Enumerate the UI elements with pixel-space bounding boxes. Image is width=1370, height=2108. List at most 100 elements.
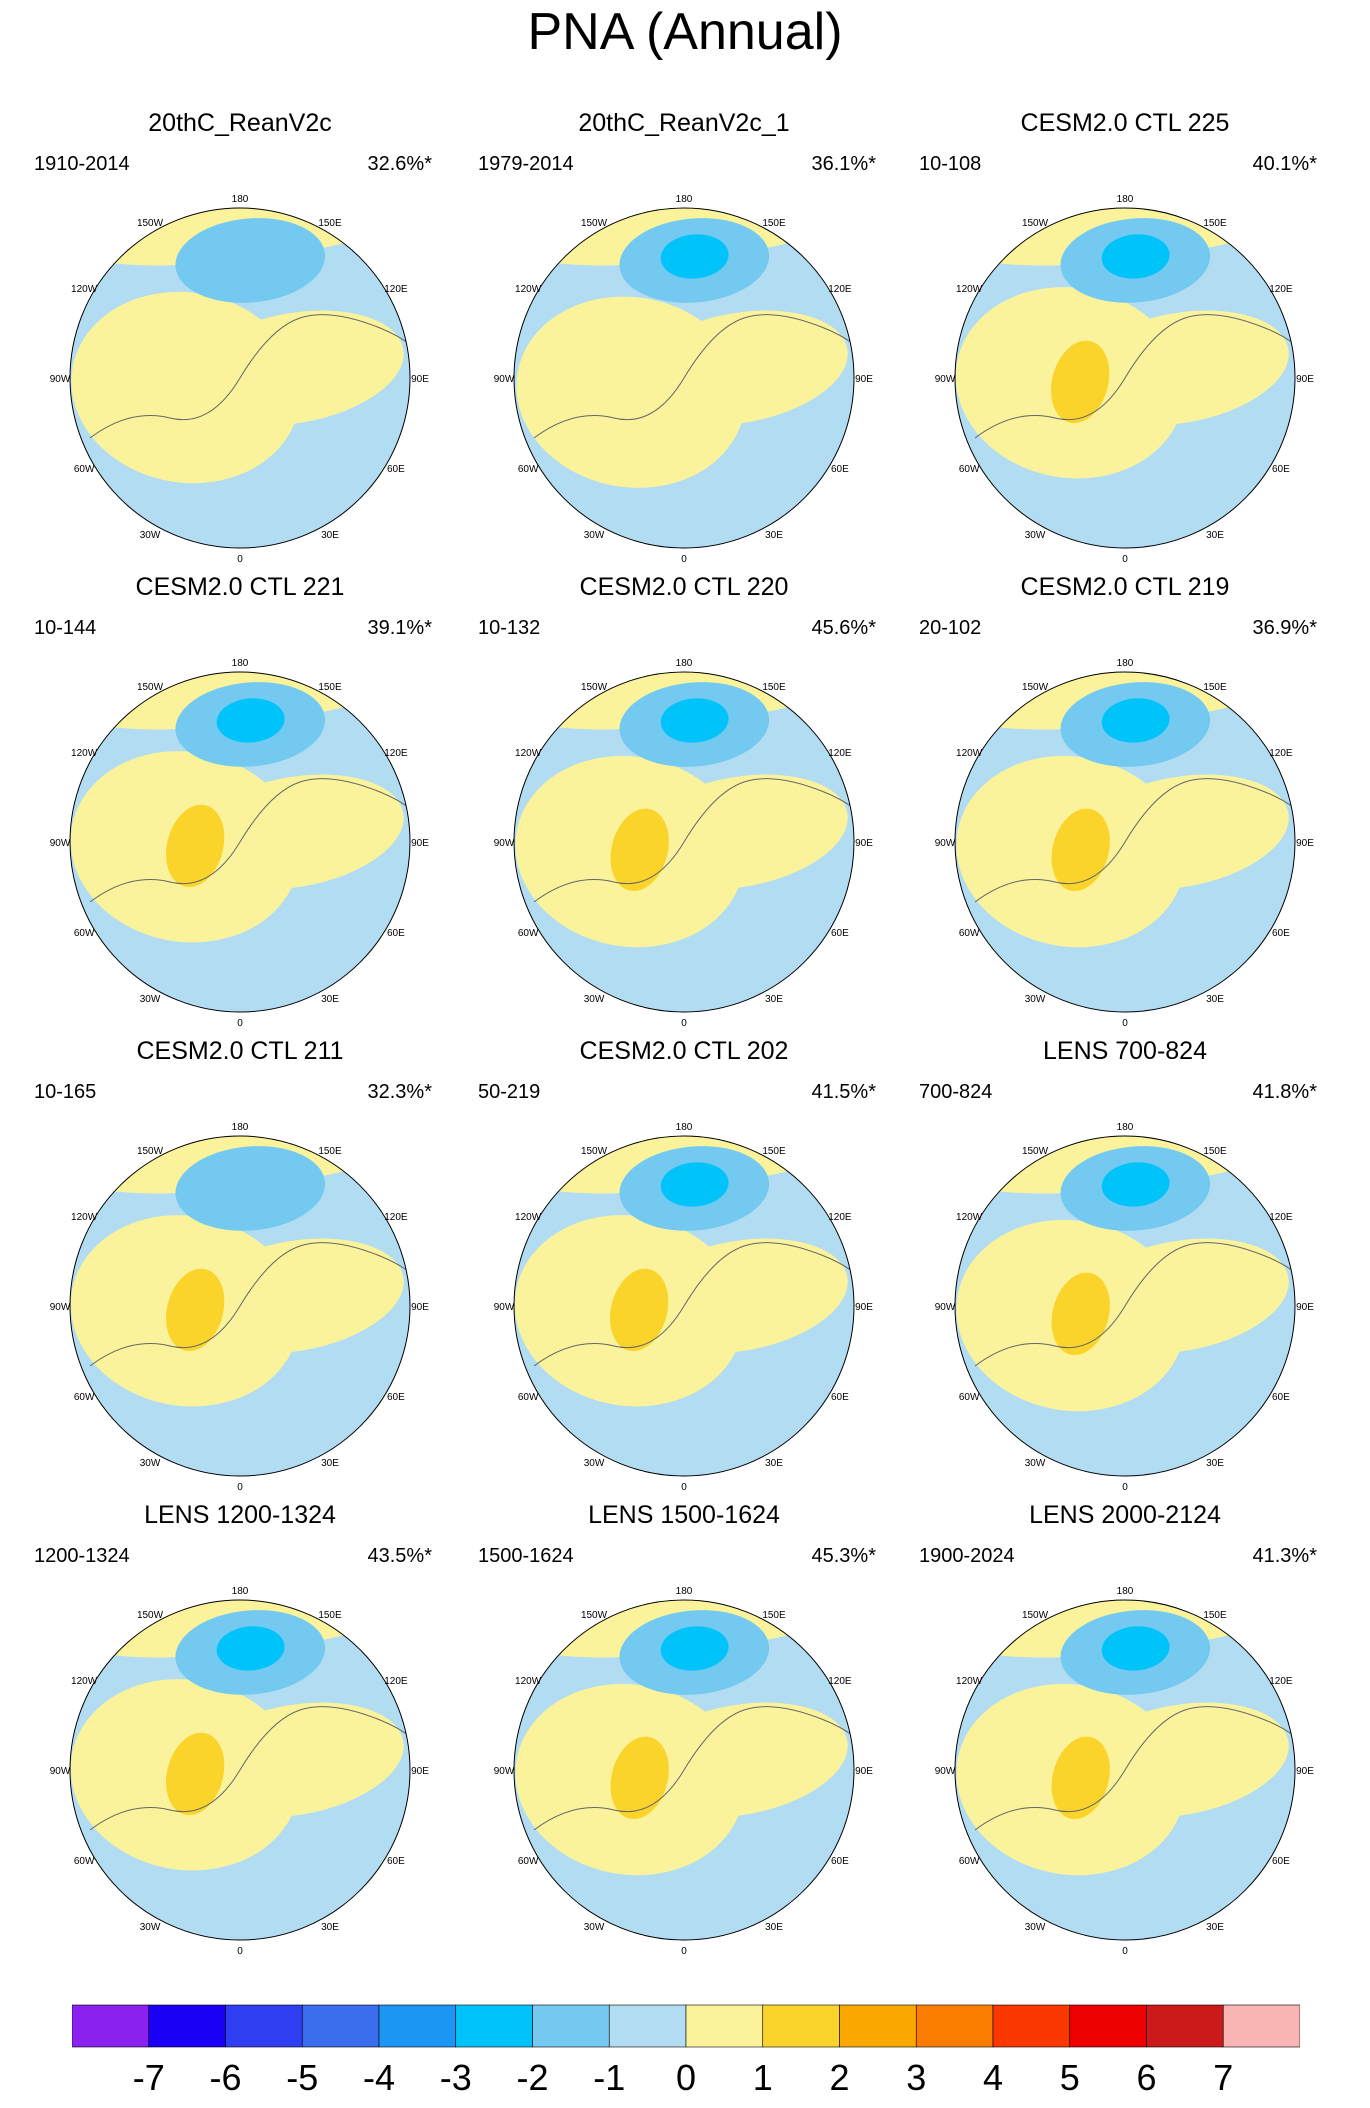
colorbar-box — [301, 2004, 380, 2048]
lon-label: 0 — [237, 1946, 243, 1957]
map-panel: CESM2.0 CTL 220 10-132 45.6%* 180 150E 120E 90… — [474, 572, 894, 1042]
lon-label: 180 — [232, 194, 249, 205]
lon-label: 60E — [1272, 1856, 1290, 1867]
lon-label: 90E — [411, 838, 429, 849]
panel-variance: 41.5%* — [811, 1081, 877, 1103]
negative-region — [175, 218, 326, 303]
panel-period: 10-144 — [34, 617, 97, 639]
colorbar-box — [685, 2004, 764, 2048]
panel-variance: 36.9%* — [1252, 617, 1318, 639]
panel-title: 20thC_ReanV2c_1 — [578, 109, 790, 137]
lon-label: 90W — [494, 1302, 515, 1313]
coastline — [974, 1706, 1295, 1831]
panel-variance: 32.3%* — [367, 1081, 433, 1103]
lon-label: 60W — [959, 928, 980, 939]
lon-label: 180 — [676, 1122, 693, 1133]
lon-label: 30E — [765, 530, 783, 541]
lon-label: 30W — [1025, 530, 1046, 541]
lon-label: 60W — [74, 464, 95, 475]
polar-map: 180 150E 120E 90E 60E 30E 0 30W 60W 90W 120W 150W — [494, 1122, 874, 1493]
positive-core — [166, 1268, 225, 1352]
lon-label: 180 — [676, 1586, 693, 1597]
panel-title: CESM2.0 CTL 211 — [136, 1037, 344, 1065]
coastline — [89, 314, 410, 439]
panel-title: CESM2.0 CTL 225 — [1020, 109, 1230, 137]
colorbar-box — [1222, 2004, 1301, 2048]
lon-label: 120W — [71, 1676, 98, 1687]
positive-region-east — [630, 774, 848, 890]
lon-label: 60E — [387, 1856, 405, 1867]
lon-label: 90E — [1296, 1302, 1314, 1313]
lon-label: 120E — [384, 1212, 408, 1223]
colorbar-box — [71, 2004, 150, 2048]
lon-label: 120W — [956, 748, 983, 759]
colorbar-box — [839, 2004, 917, 2048]
lon-label: 180 — [676, 658, 693, 669]
coastline — [533, 1242, 854, 1367]
panel-period: 10-132 — [478, 617, 541, 639]
coastline — [533, 1706, 854, 1831]
positive-region-east — [186, 310, 404, 426]
lon-label: 60E — [387, 464, 405, 475]
polar-map: 180 150E 120E 90E 60E 30E 0 30W 60W 90W 120W 150W — [935, 194, 1315, 565]
lon-label: 60W — [518, 1856, 539, 1867]
positive-region-east — [186, 1702, 404, 1818]
colorbar-box — [148, 2004, 226, 2048]
lon-label: 60E — [387, 1392, 405, 1403]
panel-title: CESM2.0 CTL 220 — [579, 573, 789, 601]
positive-core — [1051, 340, 1110, 424]
map-border — [69, 207, 411, 549]
negative-core — [660, 1162, 729, 1207]
positive-region-east — [630, 1702, 848, 1818]
colorbar-box — [992, 2004, 1071, 2048]
polar-map: 180 150E 120E 90E 60E 30E 0 30W 60W 90W 120W 150W — [494, 194, 874, 565]
lon-label: 150E — [318, 1610, 342, 1621]
lon-label: 30E — [321, 530, 339, 541]
panel-variance: 43.5%* — [367, 1545, 433, 1567]
map-border — [954, 671, 1296, 1013]
lon-label: 150W — [581, 1146, 608, 1157]
lon-label: 60W — [959, 464, 980, 475]
lon-label: 120E — [384, 748, 408, 759]
lon-label: 150W — [1022, 218, 1049, 229]
colorbar-box — [225, 2004, 303, 2048]
lon-label: 60W — [518, 464, 539, 475]
panel-title: CESM2.0 CTL 202 — [579, 1037, 789, 1065]
map-border — [954, 1135, 1296, 1477]
map-panel: LENS 700-824 700-824 41.8%* 180 150E 120E 90E 6… — [915, 1036, 1335, 1506]
positive-core — [610, 808, 669, 892]
lon-label: 120W — [71, 1212, 98, 1223]
lon-label: 150W — [137, 1610, 164, 1621]
colorbar-box — [1146, 2004, 1224, 2048]
lon-label: 60E — [1272, 928, 1290, 939]
lon-label: 30W — [1025, 1458, 1046, 1469]
map-panel: CESM2.0 CTL 221 10-144 39.1%* 180 150E 120E 90… — [30, 572, 450, 1042]
map-border — [513, 671, 855, 1013]
lon-label: 30W — [584, 530, 605, 541]
map-border — [513, 1135, 855, 1477]
lon-label: 90W — [935, 374, 956, 385]
panel-period: 50-219 — [478, 1081, 541, 1103]
lon-label: 30E — [321, 1922, 339, 1933]
polar-map: 180 150E 120E 90E 60E 30E 0 30W 60W 90W 120W 150W — [935, 1122, 1315, 1493]
panel-variance: 41.8%* — [1252, 1081, 1318, 1103]
lon-label: 90W — [935, 1766, 956, 1777]
lon-label: 120E — [828, 1676, 852, 1687]
lon-label: 90E — [1296, 838, 1314, 849]
lon-label: 30E — [1206, 1922, 1224, 1933]
lon-label: 180 — [232, 1586, 249, 1597]
negative-core — [216, 1626, 285, 1671]
panel-variance: 36.1%* — [811, 153, 877, 175]
colorbar-box — [915, 2004, 994, 2048]
lon-label: 90W — [494, 374, 515, 385]
lon-label: 0 — [681, 554, 687, 565]
coastline — [974, 778, 1295, 903]
lon-label: 90E — [855, 838, 873, 849]
panel-variance: 40.1%* — [1252, 153, 1318, 175]
lon-label: 150W — [581, 1610, 608, 1621]
lon-label: 150W — [1022, 1146, 1049, 1157]
lon-label: 90W — [494, 838, 515, 849]
lon-label: 0 — [1122, 554, 1128, 565]
lon-label: 90W — [50, 1302, 71, 1313]
map-panel: CESM2.0 CTL 225 10-108 40.1%* 180 150E 120E 90… — [915, 108, 1335, 578]
